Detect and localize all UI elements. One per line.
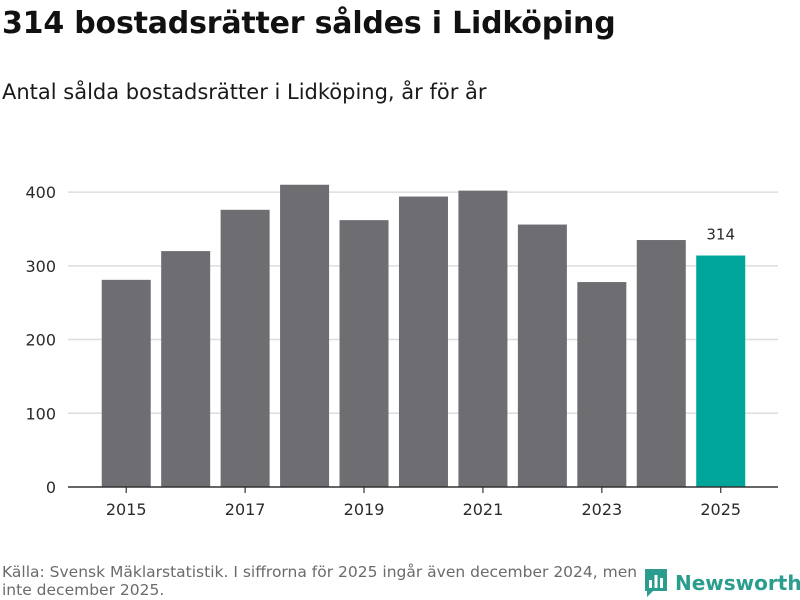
x-tick-label: 2021 bbox=[463, 500, 504, 519]
bar-2021 bbox=[458, 190, 508, 488]
bar-chart: 0 100 200 300 400 2015 2017 2019 2021 2023 2025 314 bbox=[25, 183, 778, 519]
bar-2018 bbox=[280, 184, 330, 487]
y-tick-label: 200 bbox=[25, 331, 56, 350]
x-tick-label: 2025 bbox=[700, 500, 741, 519]
y-tick-label: 0 bbox=[46, 478, 56, 497]
bar-2016 bbox=[161, 251, 211, 487]
bar-2020 bbox=[398, 196, 448, 487]
bar-2017 bbox=[220, 209, 270, 487]
bar-2023 bbox=[577, 282, 627, 487]
bar-chart-speech-bubble-icon bbox=[645, 569, 667, 597]
bar-2015 bbox=[101, 279, 151, 487]
chart-subtitle: Antal sålda bostadsrätter i Lidköping, å… bbox=[2, 80, 487, 104]
x-tick-label: 2019 bbox=[344, 500, 385, 519]
y-tick-label: 100 bbox=[25, 404, 56, 423]
x-tick-label: 2023 bbox=[581, 500, 622, 519]
logo-text: Newsworthy bbox=[675, 571, 800, 595]
newsworthy-logo: Newsworthy bbox=[643, 567, 800, 599]
x-tick-label: 2015 bbox=[106, 500, 147, 519]
bar-2019 bbox=[339, 220, 389, 487]
x-tick-label: 2017 bbox=[225, 500, 266, 519]
source-note: Källa: Svensk Mäklarstatistik. I siffror… bbox=[2, 563, 638, 599]
bar-2024 bbox=[636, 240, 686, 487]
bar-2022 bbox=[517, 224, 567, 488]
y-tick-label: 400 bbox=[25, 183, 56, 202]
chart-title: 314 bostadsrätter såldes i Lidköping bbox=[2, 6, 616, 41]
bar-2025 bbox=[696, 255, 746, 487]
y-tick-label: 300 bbox=[25, 257, 56, 276]
data-label: 314 bbox=[706, 226, 735, 244]
